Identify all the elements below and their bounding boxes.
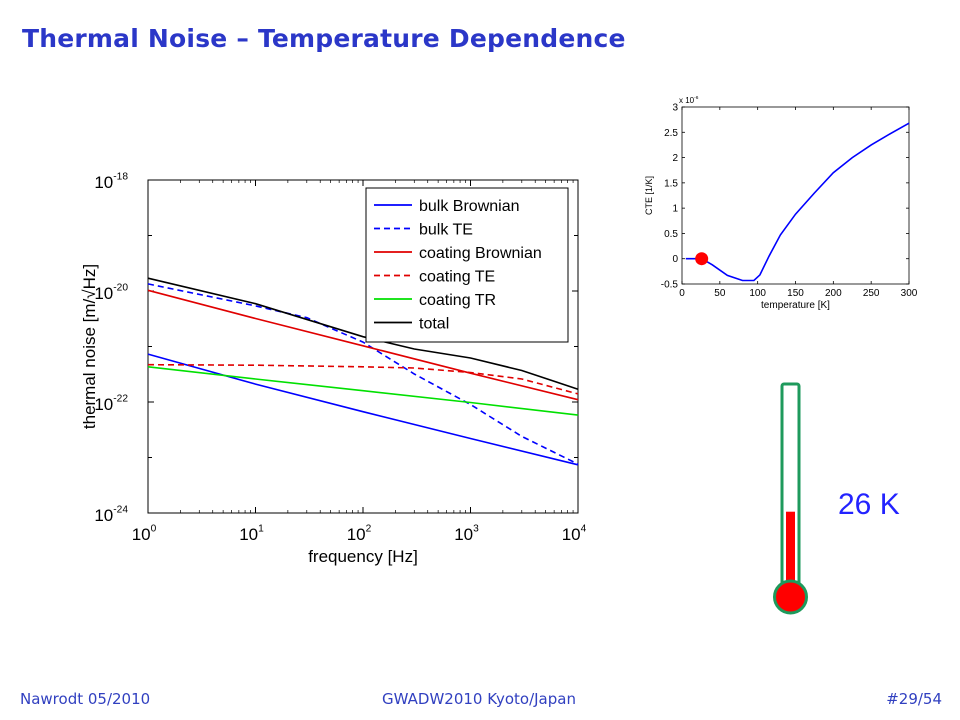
inset-y-tick-label: 1.5	[664, 178, 678, 189]
y-tick-label: 10-18	[94, 172, 128, 193]
legend-entry: coating Brownian	[419, 245, 542, 262]
x-axis-label: frequency [Hz]	[308, 547, 418, 566]
inset-y-tick-label: 2.5	[664, 128, 678, 139]
series-line-coating-te	[147, 363, 579, 395]
inset-x-tick-label: 100	[749, 288, 766, 299]
y-tick-label: 10-24	[94, 505, 128, 526]
series-line-coating-brownian	[147, 289, 579, 401]
inset-x-tick-label: 200	[825, 288, 842, 299]
inset-y-tick-label: -0.5	[661, 280, 679, 291]
legend-entry: coating TE	[419, 269, 495, 286]
inset-y-tick-label: 2	[672, 153, 678, 164]
thermometer-bulb	[773, 579, 808, 615]
x-tick-label: 101	[239, 524, 264, 545]
legend-entry: bulk TE	[419, 222, 473, 239]
inset-x-axis-label: temperature [K]	[761, 300, 830, 311]
inset-cte-curve	[685, 122, 910, 282]
legend-entry: total	[419, 316, 449, 333]
legend-entry: coating TR	[419, 292, 496, 309]
y-tick-label: 10-22	[94, 394, 128, 415]
series-line-total	[147, 277, 579, 390]
x-tick-label: 103	[454, 524, 479, 545]
temperature-marker	[695, 252, 709, 266]
inset-multiplier: x 10-6	[679, 95, 699, 105]
x-tick-label: 102	[347, 524, 372, 545]
slide-title: Thermal Noise – Temperature Dependence	[22, 24, 626, 53]
inset-plot-area	[681, 106, 910, 285]
inset-y-tick-label: 1	[672, 204, 678, 215]
legend-box	[365, 187, 569, 343]
inset-x-tick-label: 300	[901, 288, 918, 299]
inset-y-tick-label: 3	[672, 103, 678, 114]
thermometer-fill	[786, 511, 795, 589]
series-line-bulk-brownian	[147, 353, 579, 466]
inset-y-tick-label: 0	[672, 254, 678, 265]
inset-y-axis-label: CTE [1/K]	[644, 176, 654, 215]
series-line-coating-tr	[147, 366, 579, 416]
y-axis-label: thermal noise [m/√Hz]	[80, 264, 99, 429]
x-tick-label: 100	[132, 524, 157, 545]
inset-x-tick-label: 150	[787, 288, 804, 299]
footer-page-number: #29/54	[886, 690, 942, 708]
legend-entry: bulk Brownian	[419, 198, 520, 215]
y-tick-label: 10-20	[94, 283, 128, 304]
inset-x-tick-label: 0	[679, 288, 685, 299]
footer-conference: GWADW2010 Kyoto/Japan	[382, 690, 576, 708]
x-tick-label: 104	[562, 524, 587, 545]
footer-author: Nawrodt 05/2010	[20, 690, 151, 708]
inset-y-tick-label: 0.5	[664, 229, 678, 240]
inset-x-tick-label: 250	[863, 288, 880, 299]
series-line-bulk-te	[147, 283, 579, 465]
inset-x-tick-label: 50	[714, 288, 726, 299]
temperature-label: 26 K	[838, 488, 900, 521]
